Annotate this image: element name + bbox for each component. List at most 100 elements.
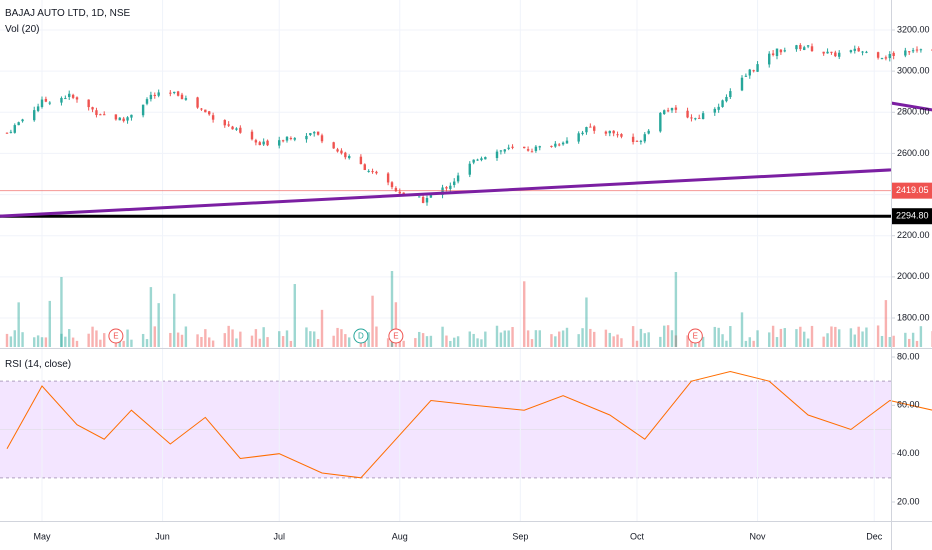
volume-bar — [468, 331, 471, 347]
candle-body — [211, 115, 215, 120]
candle-body — [254, 140, 258, 143]
volume-bar — [507, 330, 510, 347]
volume-bar — [729, 326, 732, 347]
candle-body — [857, 48, 860, 52]
volume-bar — [348, 337, 351, 347]
volume-bar — [822, 336, 825, 347]
candle-body — [293, 138, 296, 140]
candle-body — [36, 106, 40, 111]
candle-body — [725, 96, 728, 102]
volume-bar — [554, 336, 557, 347]
volume-bar — [40, 337, 44, 347]
volume-bar — [309, 331, 312, 347]
price-axis-label: 3000.00 — [897, 66, 930, 76]
volume-bars — [5, 271, 932, 347]
candle-body — [68, 93, 71, 97]
volume-bar — [915, 340, 919, 347]
candle-body — [289, 137, 293, 139]
event-badges: EDEEEDE — [108, 328, 703, 344]
candle-body — [305, 135, 308, 140]
candle-body — [484, 157, 487, 160]
volume-bar — [227, 325, 230, 347]
volume-bar — [169, 332, 172, 347]
candle-body — [386, 173, 390, 183]
volume-bar — [441, 326, 444, 347]
volume-bar — [68, 329, 71, 347]
time-axis-label: Dec — [866, 531, 883, 541]
volume-bar — [748, 337, 751, 347]
candle-body — [756, 64, 759, 72]
candle-body — [262, 141, 265, 145]
support-tag — [892, 208, 932, 225]
volume-bar — [663, 325, 666, 347]
candle-body — [880, 58, 884, 60]
candle-body — [534, 146, 538, 151]
candle-body — [853, 48, 856, 51]
candle-body — [33, 110, 36, 121]
price-pane[interactable]: EDEEEDE — [0, 0, 932, 348]
candle-body — [445, 187, 448, 189]
time-axis-label: Oct — [630, 531, 645, 541]
volume-bar — [849, 328, 853, 347]
volume-bar — [425, 336, 429, 347]
rsi-axis-label: 20.00 — [897, 496, 920, 506]
volume-bar — [153, 326, 156, 347]
volume-bar — [830, 326, 833, 347]
candle-body — [919, 49, 923, 51]
volume-bar — [36, 335, 40, 347]
volume-bar — [91, 326, 94, 347]
volume-bar — [184, 326, 188, 347]
volume-bar — [289, 340, 293, 347]
rsi-axis[interactable]: 80.00 60.00 40.00 20.00 — [891, 351, 920, 506]
time-axis-label: May — [33, 531, 51, 541]
volume-bar — [305, 327, 308, 347]
time-axis[interactable]: MayJunJulAugSepOctNovDec2020FebMarAprMay… — [33, 531, 932, 541]
volume-bar — [64, 336, 67, 347]
rsi-pane[interactable] — [0, 349, 932, 521]
volume-bar — [103, 333, 106, 347]
candle-body — [565, 140, 569, 144]
candle-body — [865, 51, 868, 53]
price-grid — [0, 0, 891, 348]
volume-bar — [239, 331, 242, 347]
candle-body — [95, 110, 98, 116]
volume-bar — [5, 333, 9, 347]
candle-body — [729, 91, 732, 98]
candle-body — [538, 146, 541, 148]
candle-body — [250, 131, 254, 140]
volume-bar — [523, 281, 526, 347]
volume-bar — [367, 332, 370, 347]
candle-body — [701, 113, 705, 119]
earnings-icon — [108, 328, 124, 344]
candle-body — [593, 126, 596, 131]
candle-body — [775, 48, 779, 57]
price-axis-label: 2800.00 — [897, 107, 930, 117]
volume-bar — [771, 325, 775, 347]
price-axis[interactable]: 3200.00 3000.00 2800.00 2600.00 2200.00 2000.… — [891, 24, 930, 322]
candle-body — [348, 156, 351, 159]
rsi-axis-label: 80.00 — [897, 351, 920, 361]
volume-bar — [122, 340, 125, 347]
candle-body — [698, 117, 701, 119]
volume-bar — [75, 340, 79, 347]
candle-body — [499, 150, 503, 152]
time-axis-label: Aug — [392, 531, 408, 541]
price-axis-label: 3200.00 — [897, 24, 930, 34]
time-axis-label: Jun — [155, 531, 170, 541]
candle-body — [620, 134, 623, 137]
volume-bar — [262, 327, 265, 347]
volume-bar — [838, 329, 841, 347]
candle-body — [71, 94, 75, 98]
candle-body — [503, 149, 506, 152]
volume-bar — [258, 338, 261, 347]
candle-body — [60, 97, 63, 103]
volume-bar — [861, 331, 864, 347]
candle-body — [9, 131, 13, 133]
candle-body — [511, 146, 514, 148]
volume-bar — [340, 329, 343, 347]
time-axis-label: Sep — [512, 531, 528, 541]
volume-bar — [604, 329, 608, 347]
volume-bar — [449, 340, 452, 347]
volume-bar — [231, 329, 234, 347]
volume-bar — [48, 300, 51, 347]
